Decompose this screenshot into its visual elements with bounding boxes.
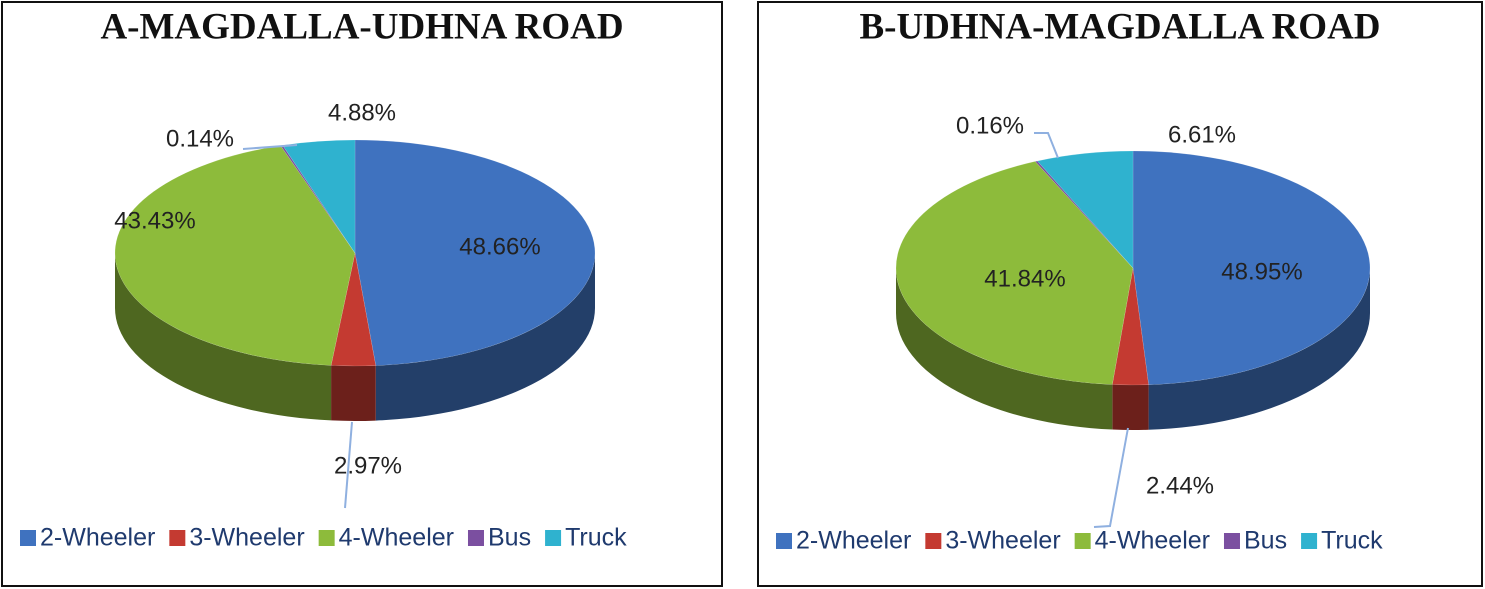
data-label: 48.66% — [459, 233, 540, 260]
legend-swatch — [20, 530, 36, 546]
legend-label: 4-Wheeler — [339, 524, 454, 552]
slice-side — [1148, 268, 1371, 430]
slice — [1034, 160, 1134, 269]
legend-label: Bus — [1244, 527, 1287, 555]
leader-line — [344, 421, 353, 509]
data-label: 2.44% — [1146, 472, 1214, 499]
legend-label: 2-Wheeler — [40, 524, 155, 552]
chart-title: A-MAGDALLA-UDHNA ROAD — [100, 6, 623, 47]
slice — [1132, 150, 1371, 386]
legend-swatch — [545, 530, 562, 546]
slice-side — [115, 253, 332, 421]
legend-label: Bus — [488, 524, 531, 552]
legend-swatch — [318, 530, 335, 546]
leader-line — [1034, 132, 1059, 159]
legend-label: 4-Wheeler — [1095, 527, 1210, 555]
slice — [1112, 267, 1149, 386]
slice-side — [895, 268, 1113, 430]
legend-swatch — [169, 530, 186, 546]
data-label: 43.43% — [114, 207, 195, 234]
legend-label: Truck — [1321, 527, 1383, 555]
legend-label: 2-Wheeler — [796, 527, 911, 555]
data-label: 41.84% — [984, 265, 1065, 292]
legend-swatch — [467, 530, 484, 546]
legend-swatch — [1223, 533, 1240, 549]
leader-line — [1093, 427, 1129, 528]
slice — [1036, 150, 1134, 269]
data-label: 4.88% — [328, 99, 396, 126]
slice-side — [375, 253, 595, 421]
legend-swatch — [776, 533, 792, 549]
legend-label: 3-Wheeler — [189, 524, 304, 552]
legend-swatch — [925, 533, 942, 549]
slice — [114, 145, 356, 366]
slice — [895, 161, 1134, 385]
data-label: 48.95% — [1221, 258, 1302, 285]
legend-swatch — [1301, 533, 1318, 549]
leader-line — [242, 144, 298, 150]
slice-side — [331, 365, 376, 421]
legend-swatch — [1074, 533, 1091, 549]
data-label: 0.16% — [956, 112, 1024, 139]
slice-side — [1112, 384, 1149, 431]
data-label: 2.97% — [334, 452, 402, 479]
legend-label: 3-Wheeler — [945, 527, 1060, 555]
data-label: 6.61% — [1168, 121, 1236, 148]
chart-title: B-UDHNA-MAGDALLA ROAD — [859, 6, 1380, 47]
slice — [330, 252, 377, 367]
data-label: 0.14% — [166, 125, 234, 152]
legend-label: Truck — [565, 524, 627, 552]
slice — [354, 139, 596, 366]
